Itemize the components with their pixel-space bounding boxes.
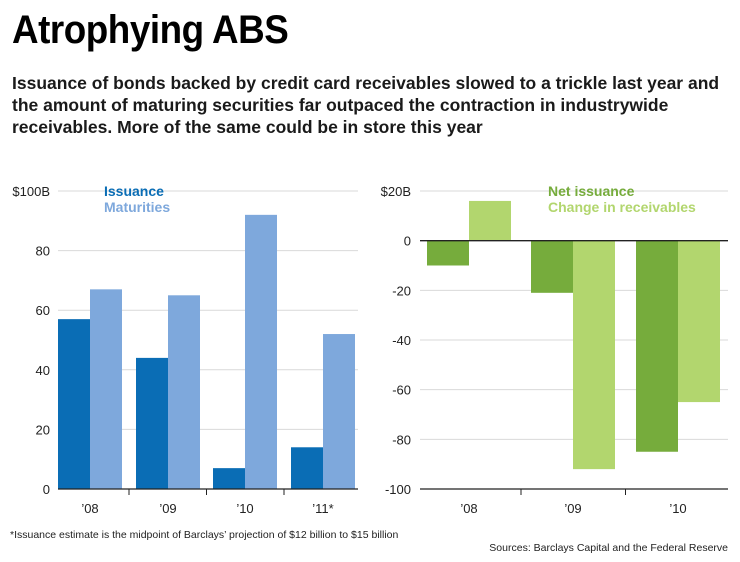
x-tick-label: ’11* [312, 501, 333, 516]
y-tick-label: 40 [36, 363, 50, 378]
y-tick-label: -20 [392, 283, 411, 298]
x-tick-label: ’09 [564, 501, 581, 516]
y-tick-label: $20B [381, 184, 411, 199]
y-tick-label: -80 [392, 432, 411, 447]
bar-net-issuance-09 [531, 240, 573, 293]
bar-issuance-10 [213, 468, 245, 489]
bar-net-issuance-10 [636, 240, 678, 452]
footnote: *Issuance estimate is the midpoint of Ba… [10, 529, 399, 541]
chart-title: Atrophying ABS [12, 8, 289, 52]
x-tick-label: ’10 [669, 501, 686, 516]
y-tick-label: -40 [392, 333, 411, 348]
x-tick-label: ’09 [159, 501, 176, 516]
x-tick-label: ’08 [460, 501, 477, 516]
y-tick-label: 80 [36, 244, 50, 259]
bar-net-issuance-08 [427, 240, 469, 266]
bar-change-in-receivables-08 [469, 200, 511, 241]
chart-panel-1: $100B 80 60 40 20 0 ’08 ’09 ’10 ’11* IssuanceMatur… [12, 183, 358, 516]
source-note: Sources: Barclays Capital and the Federa… [489, 542, 728, 554]
bar-issuance-11 [291, 447, 323, 489]
bar-issuance-09 [136, 357, 168, 489]
bar-maturities-10 [245, 214, 277, 489]
bar-maturities-11 [323, 334, 355, 489]
bar-maturities-09 [168, 295, 200, 489]
x-tick-label: ’10 [236, 501, 253, 516]
legend-net-issuance: Net issuance [548, 183, 635, 199]
chart-panel-2: $20B 0 -20 -40 -60 -80 -100 ’08 ’09 ’10 Net issuan… [381, 183, 728, 516]
legend-issuance: Issuance [104, 183, 164, 199]
y-tick-label: -100 [385, 482, 411, 497]
y-tick-label: 20 [36, 422, 50, 437]
bar-issuance-08 [58, 319, 90, 489]
legend-change-in-receivables: Change in receivables [548, 199, 696, 215]
y-tick-label: 0 [43, 482, 50, 497]
bar-change-in-receivables-09 [573, 240, 615, 470]
bar-maturities-08 [90, 289, 122, 489]
chart-subtitle: Issuance of bonds backed by credit card … [12, 73, 720, 137]
y-tick-label: -60 [392, 383, 411, 398]
y-tick-label: 0 [404, 234, 411, 249]
legend-maturities: Maturities [104, 199, 170, 215]
bar-change-in-receivables-10 [678, 240, 720, 403]
y-tick-label: $100B [12, 184, 50, 199]
x-tick-label: ’08 [81, 501, 98, 516]
y-tick-label: 60 [36, 303, 50, 318]
